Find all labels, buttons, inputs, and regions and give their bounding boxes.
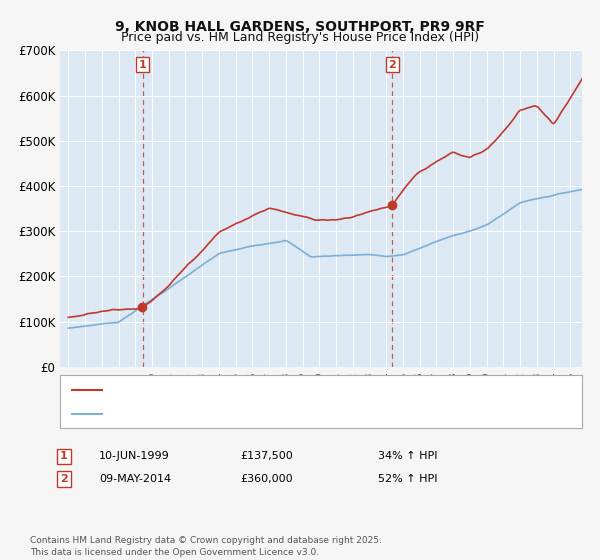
Text: 2: 2 (60, 474, 68, 484)
Text: Contains HM Land Registry data © Crown copyright and database right 2025.
This d: Contains HM Land Registry data © Crown c… (30, 536, 382, 557)
Text: £137,500: £137,500 (240, 451, 293, 461)
Text: 1: 1 (60, 451, 68, 461)
Text: £360,000: £360,000 (240, 474, 293, 484)
Text: 10-JUN-1999: 10-JUN-1999 (99, 451, 170, 461)
Text: 34% ↑ HPI: 34% ↑ HPI (378, 451, 437, 461)
Text: 1: 1 (139, 59, 146, 69)
Text: HPI: Average price, detached house, Sefton: HPI: Average price, detached house, Seft… (111, 408, 338, 418)
Text: 52% ↑ HPI: 52% ↑ HPI (378, 474, 437, 484)
Text: 09-MAY-2014: 09-MAY-2014 (99, 474, 171, 484)
Text: 2: 2 (389, 59, 397, 69)
Text: 9, KNOB HALL GARDENS, SOUTHPORT, PR9 9RF (detached house): 9, KNOB HALL GARDENS, SOUTHPORT, PR9 9RF… (111, 385, 453, 395)
Text: Price paid vs. HM Land Registry's House Price Index (HPI): Price paid vs. HM Land Registry's House … (121, 31, 479, 44)
Text: 9, KNOB HALL GARDENS, SOUTHPORT, PR9 9RF: 9, KNOB HALL GARDENS, SOUTHPORT, PR9 9RF (115, 20, 485, 34)
